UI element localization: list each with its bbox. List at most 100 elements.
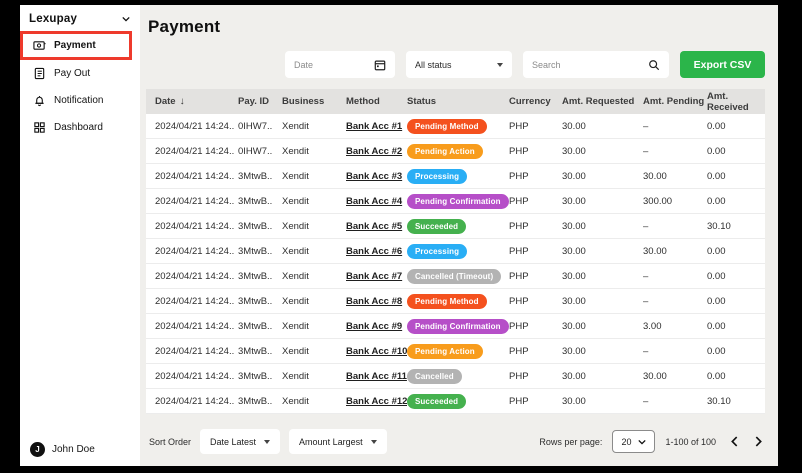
cell-pay-id: 3MtwB.. bbox=[238, 220, 273, 232]
table-row[interactable]: 2024/04/21 14:24.. 3MtwB.. Xendit Bank A… bbox=[146, 214, 765, 239]
sidebar-item-payment[interactable]: Payment bbox=[20, 31, 132, 60]
payments-table: Date ↓ Pay. ID Business Method Status Cu… bbox=[146, 89, 765, 414]
method-link[interactable]: Bank Acc #3 bbox=[346, 170, 403, 182]
table-row[interactable]: 2024/04/21 14:24.. 3MtwB.. Xendit Bank A… bbox=[146, 239, 765, 264]
cell-business: Xendit bbox=[282, 345, 309, 357]
method-link[interactable]: Bank Acc #9 bbox=[346, 320, 403, 332]
sidebar-item-label: Notification bbox=[54, 95, 104, 106]
column-header-currency[interactable]: Currency bbox=[509, 96, 551, 107]
table-row[interactable]: 2024/04/21 14:24.. 0IHW7.. Xendit Bank A… bbox=[146, 114, 765, 139]
method-link[interactable]: Bank Acc #7 bbox=[346, 270, 403, 282]
status-badge: Pending Confirmation bbox=[407, 318, 509, 334]
cell-currency: PHP bbox=[509, 120, 529, 132]
cell-amt-received: 30.10 bbox=[707, 395, 731, 407]
cell-date: 2024/04/21 14:24.. bbox=[155, 295, 235, 307]
rows-per-page-select[interactable]: 20 bbox=[612, 430, 656, 453]
cell-pay-id: 3MtwB.. bbox=[238, 270, 273, 282]
cell-date: 2024/04/21 14:24.. bbox=[155, 395, 235, 407]
cell-currency: PHP bbox=[509, 395, 529, 407]
export-csv-button[interactable]: Export CSV bbox=[680, 51, 765, 78]
column-header-amt-received[interactable]: Amt. Received bbox=[707, 90, 749, 113]
cell-amt-received: 0.00 bbox=[707, 195, 726, 207]
cell-amt-pending: – bbox=[643, 270, 649, 282]
cell-amt-received: 0.00 bbox=[707, 270, 726, 282]
method-link[interactable]: Bank Acc #11 bbox=[346, 370, 407, 382]
method-link[interactable]: Bank Acc #2 bbox=[346, 145, 403, 157]
table-body: 2024/04/21 14:24.. 0IHW7.. Xendit Bank A… bbox=[146, 114, 765, 414]
cell-amt-pending: 3.00 bbox=[643, 320, 662, 332]
cell-amt-requested: 30.00 bbox=[562, 195, 586, 207]
cell-amt-requested: 30.00 bbox=[562, 270, 586, 282]
table-row[interactable]: 2024/04/21 14:24.. 3MtwB.. Xendit Bank A… bbox=[146, 389, 765, 414]
org-switcher[interactable]: Lexupay bbox=[20, 5, 140, 31]
amount-sort-select[interactable]: Amount Largest bbox=[289, 429, 387, 454]
cell-pay-id: 3MtwB.. bbox=[238, 345, 273, 357]
cell-pay-id: 3MtwB.. bbox=[238, 370, 273, 382]
status-badge: Pending Action bbox=[407, 143, 483, 159]
cell-amt-pending: 300.00 bbox=[643, 195, 673, 207]
method-link[interactable]: Bank Acc #10 bbox=[346, 345, 407, 357]
cell-currency: PHP bbox=[509, 195, 529, 207]
table-row[interactable]: 2024/04/21 14:24.. 0IHW7.. Xendit Bank A… bbox=[146, 139, 765, 164]
cell-amt-pending: – bbox=[643, 220, 649, 232]
caret-down-icon bbox=[497, 62, 503, 67]
method-link[interactable]: Bank Acc #1 bbox=[346, 120, 403, 132]
app-window: Lexupay Payment Pay Out Notification Das… bbox=[20, 5, 778, 466]
chevron-down-icon bbox=[122, 16, 130, 22]
date-sort-value: Date Latest bbox=[210, 436, 257, 447]
sidebar-item-dashboard[interactable]: Dashboard bbox=[20, 114, 140, 141]
cell-business: Xendit bbox=[282, 220, 309, 232]
column-header-amt-requested[interactable]: Amt. Requested bbox=[562, 96, 635, 107]
table-row[interactable]: 2024/04/21 14:24.. 3MtwB.. Xendit Bank A… bbox=[146, 264, 765, 289]
method-link[interactable]: Bank Acc #8 bbox=[346, 295, 403, 307]
previous-page-button[interactable] bbox=[730, 436, 739, 447]
column-header-status[interactable]: Status bbox=[407, 96, 437, 107]
cell-amt-pending: 30.00 bbox=[643, 370, 667, 382]
status-badge: Succeeded bbox=[407, 393, 467, 409]
method-link[interactable]: Bank Acc #6 bbox=[346, 245, 403, 257]
org-name: Lexupay bbox=[29, 13, 78, 25]
caret-down-icon bbox=[370, 439, 377, 444]
date-sort-select[interactable]: Date Latest bbox=[200, 429, 281, 454]
user-account[interactable]: J John Doe bbox=[30, 442, 95, 457]
method-link[interactable]: Bank Acc #4 bbox=[346, 195, 403, 207]
calendar-icon bbox=[374, 60, 386, 70]
search-input[interactable]: Search bbox=[523, 51, 669, 78]
chevron-left-icon bbox=[731, 436, 738, 447]
sidebar-item-payout[interactable]: Pay Out bbox=[20, 60, 140, 87]
cell-currency: PHP bbox=[509, 245, 529, 257]
status-filter-select[interactable]: All status bbox=[406, 51, 512, 78]
sidebar-item-notification[interactable]: Notification bbox=[20, 87, 140, 114]
status-badge: Cancelled (Timeout) bbox=[407, 268, 502, 284]
cell-amt-requested: 30.00 bbox=[562, 145, 586, 157]
table-row[interactable]: 2024/04/21 14:24.. 3MtwB.. Xendit Bank A… bbox=[146, 314, 765, 339]
table-row[interactable]: 2024/04/21 14:24.. 3MtwB.. Xendit Bank A… bbox=[146, 339, 765, 364]
table-row[interactable]: 2024/04/21 14:24.. 3MtwB.. Xendit Bank A… bbox=[146, 189, 765, 214]
table-row[interactable]: 2024/04/21 14:24.. 3MtwB.. Xendit Bank A… bbox=[146, 364, 765, 389]
status-filter-value: All status bbox=[415, 59, 452, 70]
cell-amt-requested: 30.00 bbox=[562, 170, 586, 182]
cell-business: Xendit bbox=[282, 145, 309, 157]
cell-pay-id: 3MtwB.. bbox=[238, 195, 273, 207]
user-name: John Doe bbox=[52, 444, 95, 455]
column-header-date[interactable]: Date ↓ bbox=[155, 96, 185, 107]
cell-business: Xendit bbox=[282, 270, 309, 282]
main-content: Payment Date All status Search Export CS… bbox=[140, 5, 778, 466]
method-link[interactable]: Bank Acc #5 bbox=[346, 220, 403, 232]
table-row[interactable]: 2024/04/21 14:24.. 3MtwB.. Xendit Bank A… bbox=[146, 289, 765, 314]
column-header-amt-pending[interactable]: Amt. Pending bbox=[643, 96, 705, 107]
caret-down-icon bbox=[264, 439, 271, 444]
column-header-business[interactable]: Business bbox=[282, 96, 325, 107]
sort-desc-icon: ↓ bbox=[179, 96, 185, 107]
cell-currency: PHP bbox=[509, 345, 529, 357]
column-header-method[interactable]: Method bbox=[346, 96, 380, 107]
column-header-pay-id[interactable]: Pay. ID bbox=[238, 96, 269, 107]
date-filter-input[interactable]: Date bbox=[285, 51, 395, 78]
table-row[interactable]: 2024/04/21 14:24.. 3MtwB.. Xendit Bank A… bbox=[146, 164, 765, 189]
cell-pay-id: 0IHW7.. bbox=[238, 120, 273, 132]
next-page-button[interactable] bbox=[754, 436, 763, 447]
cell-business: Xendit bbox=[282, 395, 309, 407]
method-link[interactable]: Bank Acc #12 bbox=[346, 395, 407, 407]
cell-currency: PHP bbox=[509, 145, 529, 157]
payout-icon bbox=[34, 67, 45, 80]
